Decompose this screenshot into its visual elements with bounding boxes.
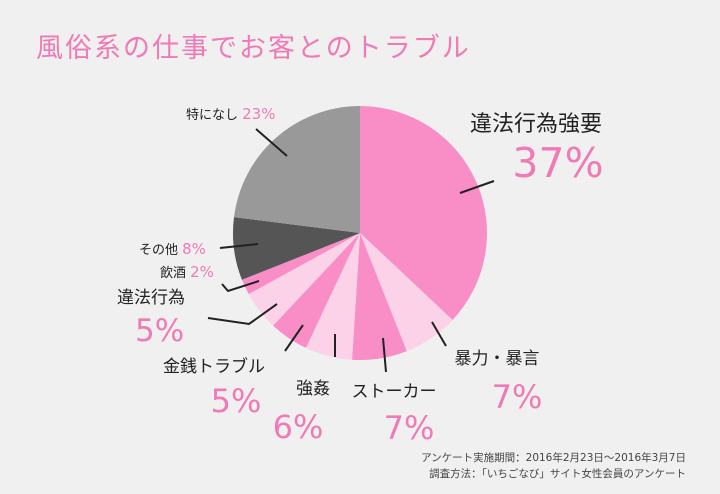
leader-lines bbox=[207, 128, 495, 373]
survey-period-note: アンケート実施期間：2016年2月23日～2016年3月7日 bbox=[421, 452, 686, 464]
slice-label-5: 金銭トラブル bbox=[163, 356, 265, 377]
slice-percent-6: 5% bbox=[135, 313, 184, 349]
leader-line-8 bbox=[219, 243, 259, 249]
pie-slice-8 bbox=[232, 217, 360, 280]
slice-label-4: 強姦 bbox=[296, 379, 330, 399]
survey-method-note: 調査方法：「いちごなび」サイト女性会員のアンケート bbox=[429, 468, 686, 480]
slice-percent-7: 2% bbox=[190, 263, 214, 281]
slice-percent-3: 7% bbox=[384, 409, 435, 447]
leader-line-5 bbox=[284, 324, 304, 352]
pie-slices bbox=[232, 106, 488, 360]
slice-label-3: ストーカー bbox=[352, 382, 437, 402]
pie-slice-7 bbox=[241, 233, 360, 295]
leader-line-9 bbox=[255, 128, 288, 157]
slice-percent-8: 8% bbox=[182, 240, 206, 258]
leader-line-2 bbox=[431, 321, 447, 347]
chart-title: 風俗系の仕事でお客とのトラブル bbox=[36, 33, 471, 64]
slice-label-6: 違法行為 bbox=[117, 288, 185, 308]
pie-slice-1 bbox=[360, 106, 488, 320]
leader-line-3 bbox=[382, 337, 387, 373]
slice-label-1: 違法行為強要 bbox=[470, 112, 602, 137]
leader-line-1 bbox=[459, 180, 495, 194]
leader-line-6 bbox=[207, 303, 278, 326]
slice-percent-1: 37% bbox=[512, 139, 603, 187]
slice-percent-2: 7% bbox=[492, 378, 543, 416]
pie-slice-9 bbox=[234, 106, 360, 233]
slice-percent-4: 6% bbox=[273, 408, 324, 446]
slice-label-8: その他 8% bbox=[139, 240, 206, 258]
slice-label-7: 飲酒 2% bbox=[160, 263, 214, 281]
slice-percent-9: 23% bbox=[242, 105, 275, 123]
pie-slice-6 bbox=[248, 233, 360, 326]
pie-slice-2 bbox=[360, 233, 453, 352]
slice-label-2: 暴力・暴言 bbox=[455, 349, 540, 369]
pie-slice-4 bbox=[305, 233, 360, 360]
pie-slice-5 bbox=[273, 233, 360, 348]
pie-slice-3 bbox=[352, 233, 407, 360]
slice-percent-5: 5% bbox=[211, 382, 262, 420]
slice-label-9: 特になし 23% bbox=[186, 105, 275, 123]
leader-line-7 bbox=[221, 280, 260, 293]
